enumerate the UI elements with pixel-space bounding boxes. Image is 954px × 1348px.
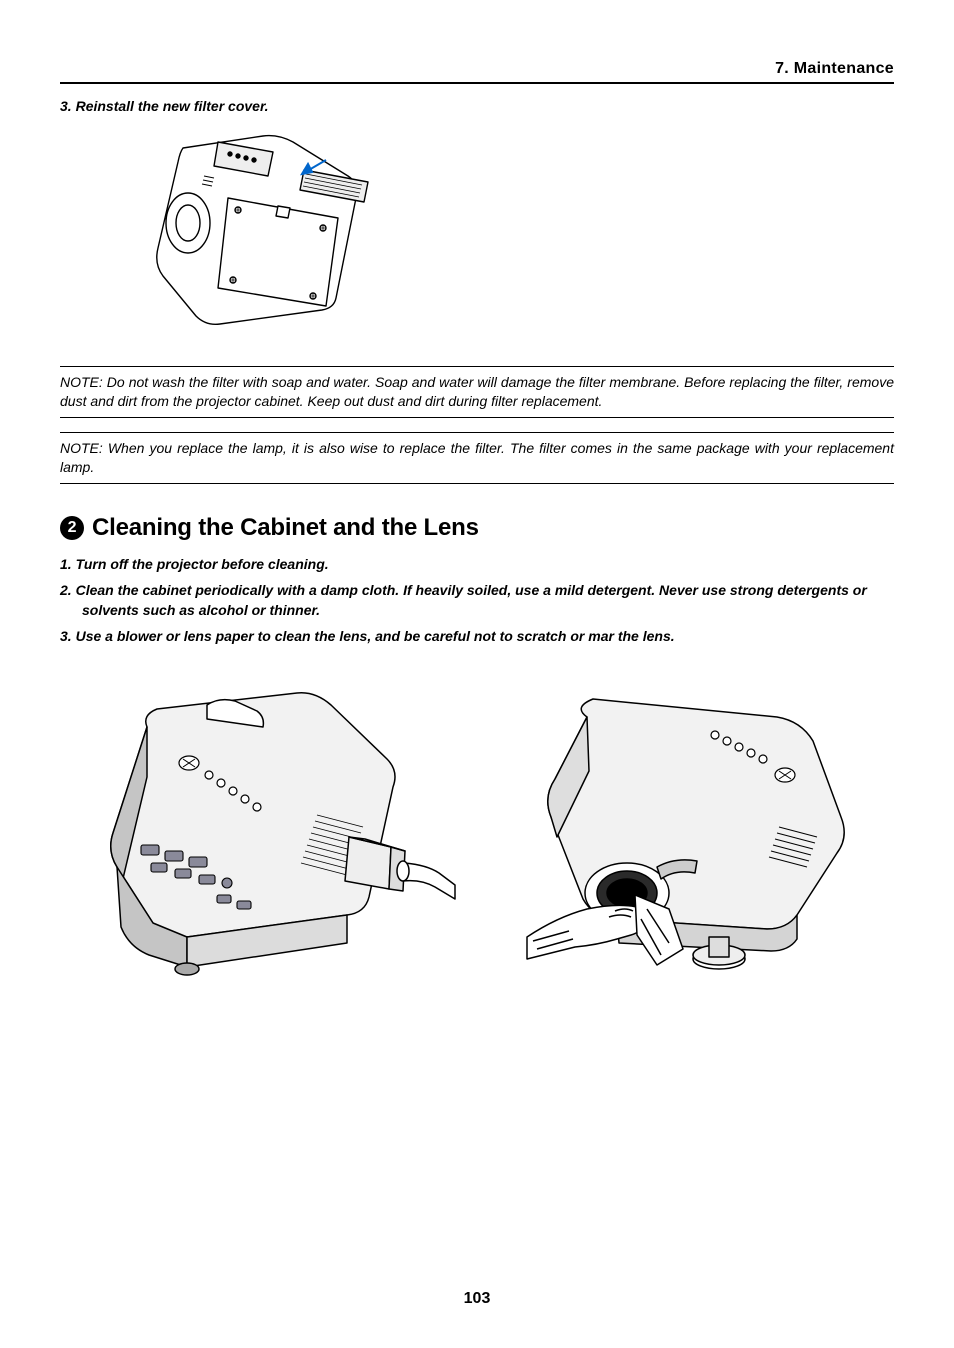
step-text: Use a blower or lens paper to clean the … xyxy=(76,628,675,644)
step-3-num: 3. xyxy=(60,98,72,114)
diagram-lens-clean xyxy=(497,687,867,997)
list-item: 2. Clean the cabinet periodically with a… xyxy=(60,580,894,621)
section-badge-icon: 2 xyxy=(60,516,84,540)
header-rule: 7. Maintenance xyxy=(60,60,894,84)
step-3: 3. Reinstall the new filter cover. xyxy=(60,98,894,114)
list-item: 3. Use a blower or lens paper to clean t… xyxy=(60,626,894,646)
page-number: 103 xyxy=(0,1290,954,1308)
step-text: Clean the cabinet periodically with a da… xyxy=(76,582,867,618)
step-num: 1. xyxy=(60,556,72,572)
section-2-title: Cleaning the Cabinet and the Lens xyxy=(92,514,479,542)
page: 7. Maintenance 3. Reinstall the new filt… xyxy=(0,0,954,1348)
step-text: Turn off the projector before cleaning. xyxy=(76,556,329,572)
chapter-title: 7. Maintenance xyxy=(60,60,894,82)
step-num: 2. xyxy=(60,582,72,598)
list-item: 1. Turn off the projector before cleanin… xyxy=(60,554,894,574)
note-2: NOTE: When you replace the lamp, it is a… xyxy=(60,432,894,484)
note-1: NOTE: Do not wash the filter with soap a… xyxy=(60,366,894,418)
step-num: 3. xyxy=(60,628,72,644)
step-3-text: Reinstall the new filter cover. xyxy=(76,98,269,114)
section-2-steps: 1. Turn off the projector before cleanin… xyxy=(60,554,894,647)
section-2-heading: 2 Cleaning the Cabinet and the Lens xyxy=(60,514,894,542)
diagram-filter-cover xyxy=(138,128,408,348)
diagram-row xyxy=(60,687,894,997)
diagram-blower xyxy=(87,687,457,997)
